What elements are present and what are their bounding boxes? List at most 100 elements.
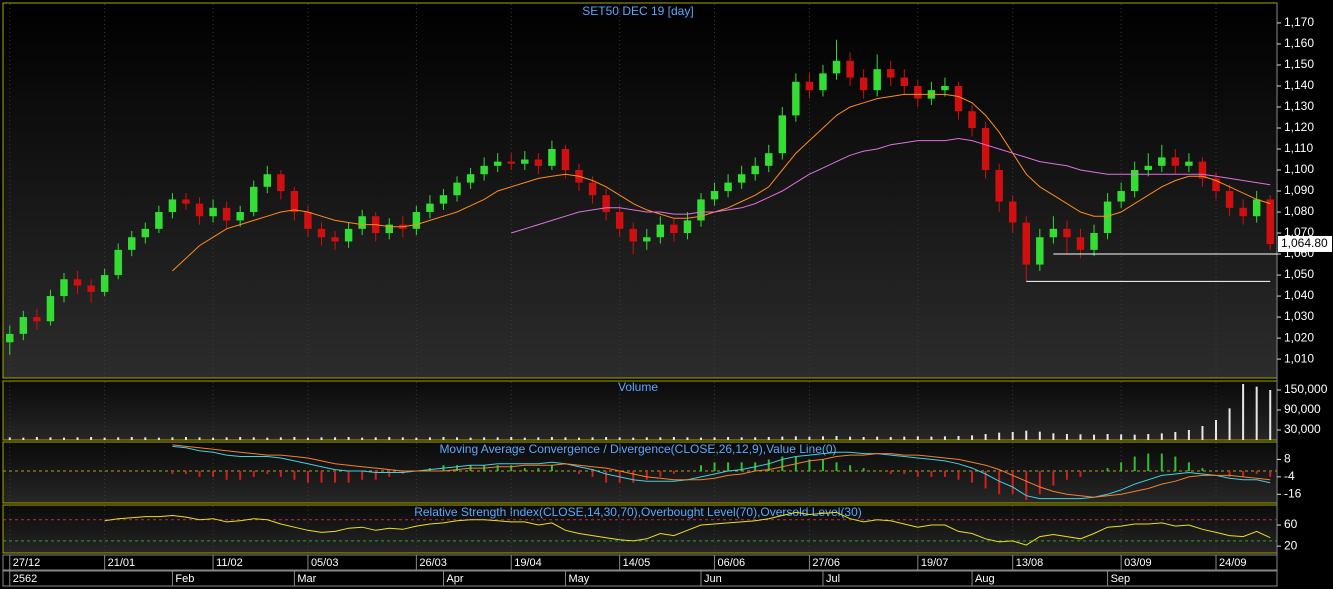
volume-bar xyxy=(971,435,974,440)
volume-bar xyxy=(334,437,337,440)
volume-bar xyxy=(1038,431,1041,440)
candle-body xyxy=(114,249,122,276)
volume-bar xyxy=(767,437,770,440)
macd-title: Moving Average Convergence / Divergence(… xyxy=(439,442,836,456)
volume-bar xyxy=(483,437,486,440)
volume-bar xyxy=(618,437,621,440)
volume-bar xyxy=(862,437,865,440)
volume-bar xyxy=(198,437,201,440)
volume-bar xyxy=(374,437,377,440)
candle-body xyxy=(1063,228,1071,238)
candle-body xyxy=(846,60,854,78)
volume-bar xyxy=(794,436,797,440)
candle-body xyxy=(1239,207,1247,217)
volume-bar xyxy=(1201,426,1204,440)
candle-body xyxy=(534,159,543,166)
y-tick-label: -4 xyxy=(1284,469,1295,483)
candle-body xyxy=(73,279,82,286)
macd-line xyxy=(172,445,1271,500)
candle-body xyxy=(1036,237,1044,265)
volume-bar xyxy=(401,437,404,440)
volume-bar xyxy=(388,437,391,440)
volume-bar xyxy=(361,437,364,440)
volume-bar xyxy=(591,437,594,440)
month-label: 2562 xyxy=(13,573,37,585)
candle-body xyxy=(426,203,434,213)
volume-bar xyxy=(659,437,662,440)
date-label: 26/03 xyxy=(419,557,447,569)
candle-body xyxy=(1103,201,1112,234)
date-label: 21/01 xyxy=(108,557,136,569)
volume-bar xyxy=(1215,420,1218,440)
candle-body xyxy=(195,203,204,217)
y-tick-label: 1,010 xyxy=(1284,351,1314,365)
y-tick-label: 1,080 xyxy=(1284,204,1314,218)
candle-body xyxy=(548,149,556,166)
moving-average xyxy=(172,93,1271,272)
candle-body xyxy=(1076,237,1085,250)
month-label: May xyxy=(568,573,589,585)
candle-body xyxy=(250,186,258,213)
candle-body xyxy=(412,212,421,229)
candle-body xyxy=(1266,199,1274,244)
y-tick-label: 20 xyxy=(1284,538,1298,552)
candle-body xyxy=(453,182,461,196)
volume-bar xyxy=(22,437,25,440)
candle-body xyxy=(859,77,868,91)
volume-bar xyxy=(957,436,960,440)
candle-body xyxy=(1144,165,1152,171)
candle-body xyxy=(182,199,190,204)
candle-body xyxy=(697,199,705,221)
candle-body xyxy=(236,212,244,221)
candle-body xyxy=(751,165,759,175)
candle-body xyxy=(683,220,692,234)
chart-title: SET50 DEC 19 [day] xyxy=(582,4,693,18)
candle-body xyxy=(1212,178,1220,192)
candle-body xyxy=(209,207,217,217)
volume-bar xyxy=(415,437,418,440)
moving-average xyxy=(511,137,1271,234)
volume-bar xyxy=(8,437,11,440)
volume-bar xyxy=(578,437,581,440)
volume-bar xyxy=(550,437,553,440)
candle-body xyxy=(19,317,28,334)
y-tick-label: 150,000 xyxy=(1284,382,1328,396)
volume-bar xyxy=(184,437,187,440)
date-label: 27/06 xyxy=(812,557,840,569)
volume-bar xyxy=(1187,430,1190,440)
volume-bar xyxy=(90,437,93,440)
month-label: Jun xyxy=(704,573,722,585)
volume-bar xyxy=(456,437,459,440)
candle-body xyxy=(615,212,624,229)
volume-bar xyxy=(35,437,38,440)
candle-body xyxy=(1117,191,1125,202)
volume-bar xyxy=(347,437,350,440)
candle-body xyxy=(493,161,502,166)
volume-bar xyxy=(1106,434,1109,440)
date-label: 11/02 xyxy=(216,557,243,569)
date-label: 03/09 xyxy=(1124,557,1152,569)
candle-body xyxy=(670,224,678,234)
volume-bar xyxy=(808,436,811,440)
volume-bar xyxy=(49,437,52,440)
volume-bar xyxy=(727,437,730,440)
candle-body xyxy=(832,60,841,74)
volume-bar xyxy=(903,436,906,440)
volume-bar xyxy=(1269,390,1272,440)
candle-body xyxy=(277,174,285,192)
volume-bar xyxy=(76,437,79,440)
y-tick-label: 1,090 xyxy=(1284,183,1314,197)
candle-body xyxy=(724,182,732,192)
volume-bar xyxy=(1120,434,1123,440)
volume-bar xyxy=(239,437,242,440)
month-label: Aug xyxy=(975,573,995,585)
rsi-panel xyxy=(2,504,1278,554)
candle-body xyxy=(46,296,55,322)
y-tick-label: 8 xyxy=(1284,452,1291,466)
candle-body xyxy=(263,174,272,187)
volume-bar xyxy=(266,437,269,440)
candle-body xyxy=(141,228,150,238)
y-tick-label: 1,110 xyxy=(1284,141,1313,155)
volume-bar xyxy=(279,437,282,440)
volume-bar xyxy=(1242,384,1245,440)
